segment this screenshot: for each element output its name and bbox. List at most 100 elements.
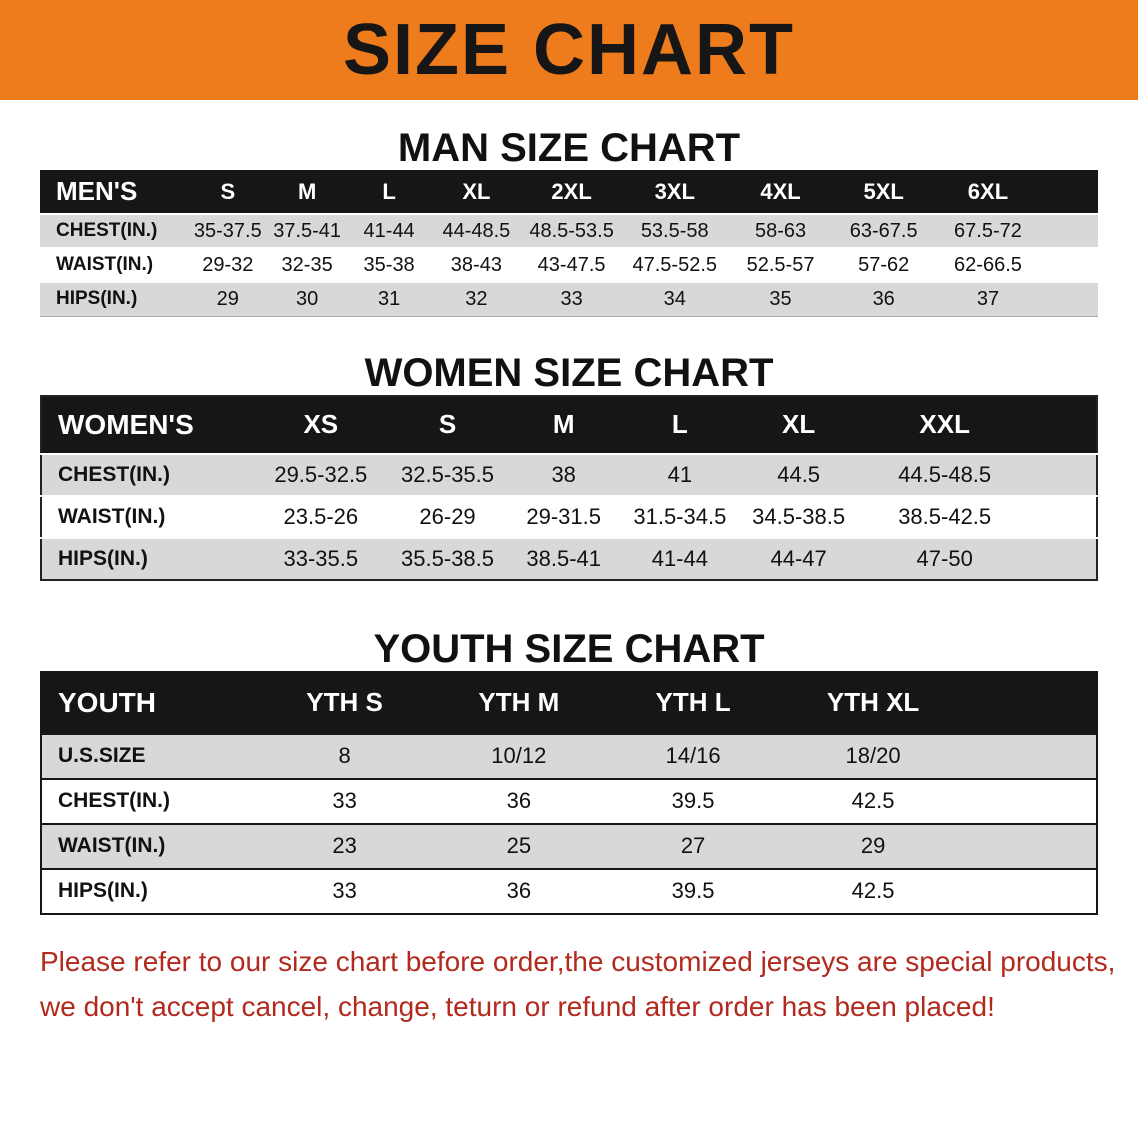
value-cell: 14/16 (665, 743, 721, 768)
value-cell: 44.5 (777, 461, 821, 487)
value-cell: 42.5 (851, 788, 895, 813)
value-cell: 10/12 (491, 743, 547, 768)
size-header-cell: YTH L (655, 687, 731, 717)
measurement-row: WAIST(IN.) 23 25 27 29 (41, 823, 1097, 869)
value-cell: 58-63 (754, 219, 807, 242)
men-table-body: CHEST(IN.) 35-37.5 37.5-41 41-44 44-48.5 48.5… (40, 214, 1098, 316)
measurement-row: CHEST(IN.) 35-37.5 37.5-41 41-44 44-48.5 48.5… (40, 214, 1098, 248)
order-notice: Please refer to our size chart before or… (40, 939, 1118, 1029)
youth-size-table: YOUTH YTH S YTH M YTH L YTH XL U.S.SIZE 8 10/1… (40, 670, 1098, 915)
women-size-section: WOMEN SIZE CHART WOMEN'S XS S M L XL XXL CHEST… (0, 351, 1138, 581)
size-header-cell: 5XL (863, 178, 904, 204)
value-cell: 52.5-57 (746, 253, 815, 276)
women-table-body: CHEST(IN.) 29.5-32.5 32.5-35.5 38 41 44.5 44.5… (41, 453, 1097, 580)
measurement-row: HIPS(IN.) 33 36 39.5 42.5 (41, 868, 1097, 914)
value-cell: 36 (506, 788, 532, 813)
value-cell: 44-48.5 (442, 219, 511, 242)
value-cell: 32-35 (281, 253, 333, 276)
measurement-row: CHEST(IN.) 29.5-32.5 32.5-35.5 38 41 44.5 44.5… (41, 453, 1097, 496)
value-cell: 33 (560, 287, 583, 310)
women-size-table: WOMEN'S XS S M L XL XXL CHEST(IN.) 29.5-32.5 32.… (40, 394, 1098, 581)
page-title: SIZE CHART (343, 10, 795, 90)
size-header-cell: S (438, 409, 457, 439)
measurement-row: WAIST(IN.) 23.5-26 26-29 29-31.5 31.5-34.5 34… (41, 495, 1097, 538)
value-cell: 62-66.5 (954, 253, 1022, 276)
value-cell: 41-44 (651, 545, 708, 571)
value-cell: 31.5-34.5 (633, 503, 727, 529)
men-section-heading: MAN SIZE CHART (397, 126, 741, 170)
row-label-cell: CHEST(IN.) (58, 462, 170, 486)
value-cell: 39.5 (671, 788, 715, 813)
value-cell: 27 (680, 833, 706, 858)
youth-size-section: YOUTH SIZE CHART YOUTH YTH S YTH M YTH L YTH… (0, 627, 1138, 915)
value-cell: 41 (667, 461, 693, 487)
value-cell: 41-44 (363, 219, 415, 242)
value-cell: 23 (332, 833, 357, 858)
men-size-table: MEN'S S M L XL 2XL 3XL 4XL 5XL 6XL CHEST(IN.) 35-3… (40, 170, 1098, 317)
size-header-cell: 2XL (551, 178, 592, 204)
value-cell: 23.5-26 (283, 503, 359, 529)
men-size-section: MAN SIZE CHART MEN'S S M L XL 2XL 3XL 4XL 5XL 6XL… (0, 126, 1138, 317)
row-label-cell: HIPS(IN.) (58, 879, 148, 902)
value-cell: 29-32 (202, 253, 254, 276)
notice-line-1: Please refer to our size chart before or… (40, 945, 1116, 977)
value-cell: 67.5-72 (954, 219, 1022, 242)
size-header-cell: XS (303, 409, 339, 439)
size-header-cell: 6XL (967, 178, 1009, 204)
value-cell: 37 (976, 287, 1000, 310)
value-cell: 29-31.5 (526, 503, 601, 529)
size-header-cell: YTH S (306, 687, 383, 717)
value-cell: 63-67.5 (849, 219, 918, 242)
row-label-cell: CHEST(IN.) (56, 220, 158, 241)
banner: SIZE CHART (0, 0, 1138, 100)
row-label-cell: WAIST(IN.) (58, 834, 166, 857)
value-cell: 35-38 (363, 253, 415, 276)
value-cell: 18/20 (845, 743, 901, 768)
value-cell: 43-47.5 (537, 253, 606, 276)
value-cell: 44-47 (770, 545, 827, 571)
row-label-cell: HIPS(IN.) (58, 546, 148, 570)
table-title-cell: WOMEN'S (58, 408, 194, 440)
size-header-cell: XL (462, 178, 491, 204)
size-header-cell: L (382, 178, 396, 204)
value-cell: 32 (465, 287, 488, 310)
value-cell: 29.5-32.5 (274, 461, 368, 487)
value-cell: 36 (872, 287, 895, 310)
size-header-cell: 4XL (760, 178, 801, 204)
youth-table-body: U.S.SIZE 8 10/12 14/16 18/20 CHEST(IN.) 33 36 39… (41, 733, 1097, 914)
size-header-cell: M (297, 178, 317, 204)
value-cell: 31 (377, 287, 401, 310)
value-cell: 25 (506, 833, 532, 858)
value-cell: 26-29 (419, 503, 476, 529)
value-cell: 38.5-42.5 (898, 503, 992, 529)
youth-table-header-row: YOUTH YTH S YTH M YTH L YTH XL (41, 671, 1097, 734)
value-cell: 35-37.5 (193, 219, 262, 242)
row-label-cell: CHEST(IN.) (58, 789, 170, 812)
value-cell: 33-35.5 (283, 545, 359, 571)
value-cell: 33 (332, 788, 357, 813)
measurement-row: HIPS(IN.) 33-35.5 35.5-38.5 38.5-41 41-44 44-… (41, 537, 1097, 580)
notice-line-2: we don't accept cancel, change, teturn o… (40, 990, 995, 1022)
value-cell: 47.5-52.5 (632, 253, 717, 276)
table-title-cell: YOUTH (58, 686, 156, 718)
value-cell: 32.5-35.5 (401, 461, 495, 487)
size-header-cell: YTH M (478, 687, 560, 717)
value-cell: 35.5-38.5 (401, 545, 495, 571)
size-header-cell: S (220, 178, 236, 204)
value-cell: 38-43 (450, 253, 502, 276)
youth-section-heading: YOUTH SIZE CHART (373, 626, 765, 671)
measurement-row: CHEST(IN.) 33 36 39.5 42.5 (41, 778, 1097, 824)
value-cell: 48.5-53.5 (529, 219, 614, 242)
value-cell: 35 (769, 287, 792, 310)
measurement-row: WAIST(IN.) 29-32 32-35 35-38 38-43 43-47.5 47.… (40, 248, 1098, 282)
measurement-row: HIPS(IN.) 29 30 31 32 33 34 35 36 37 (40, 282, 1098, 316)
value-cell: 36 (506, 878, 532, 903)
men-table-header-row: MEN'S S M L XL 2XL 3XL 4XL 5XL 6XL (40, 170, 1098, 214)
size-header-cell: YTH XL (826, 687, 920, 717)
value-cell: 57-62 (858, 253, 910, 276)
value-cell: 29 (860, 833, 886, 858)
value-cell: 53.5-58 (640, 219, 709, 242)
row-label-cell: U.S.SIZE (58, 744, 146, 767)
size-header-cell: L (671, 409, 688, 439)
